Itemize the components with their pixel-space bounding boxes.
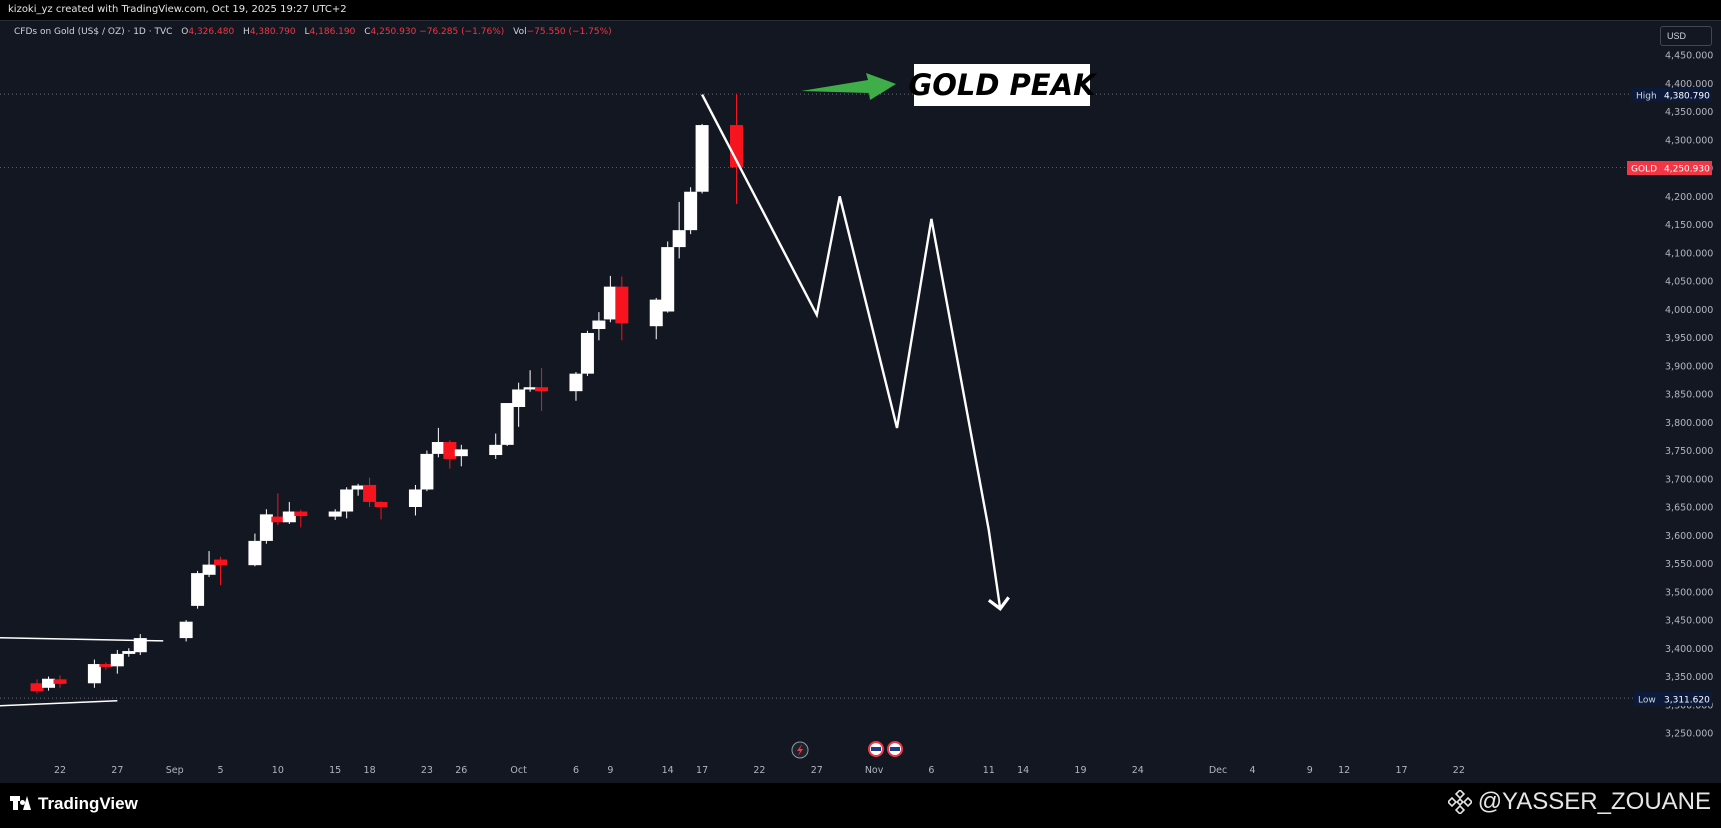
tradingview-logo[interactable]: TradingView (10, 794, 138, 814)
change-value: −76.285 (−1.76%) (419, 27, 505, 37)
chart-pane[interactable]: CFDs on Gold (US$ / OZ) · 1D · TVC O4,32… (0, 20, 1721, 783)
volume-label: Vol (513, 27, 527, 37)
tradingview-brand: TradingView (38, 794, 138, 813)
close-value: 4,250.930 (370, 27, 417, 37)
low-label: L (304, 27, 310, 37)
author-watermark: @YASSER_ZOUANE (1447, 788, 1711, 816)
close-label: C (364, 27, 371, 37)
header-caption-bar: kizoki_yz created with TradingView.com, … (0, 0, 1721, 20)
footer-bar: TradingView @YASSER_ZOUANE (0, 783, 1721, 828)
currency-button[interactable]: USD (1660, 26, 1712, 46)
symbol-title: CFDs on Gold (US$ / OZ) · 1D · TVC (14, 27, 173, 37)
symbol-legend: CFDs on Gold (US$ / OZ) · 1D · TVC O4,32… (14, 27, 612, 37)
header-caption: kizoki_yz created with TradingView.com, … (8, 4, 347, 15)
tradingview-logo-icon (10, 796, 32, 812)
binance-icon (1447, 790, 1472, 814)
high-label: H (243, 27, 250, 37)
open-value: 4,326.480 (188, 27, 235, 37)
high-value: 4,380.790 (249, 27, 296, 37)
volume-value: −75.550 (−1.75%) (526, 27, 612, 37)
open-label: O (181, 27, 189, 37)
low-value: 4,186.190 (309, 27, 356, 37)
author-name: @YASSER_ZOUANE (1477, 788, 1711, 815)
